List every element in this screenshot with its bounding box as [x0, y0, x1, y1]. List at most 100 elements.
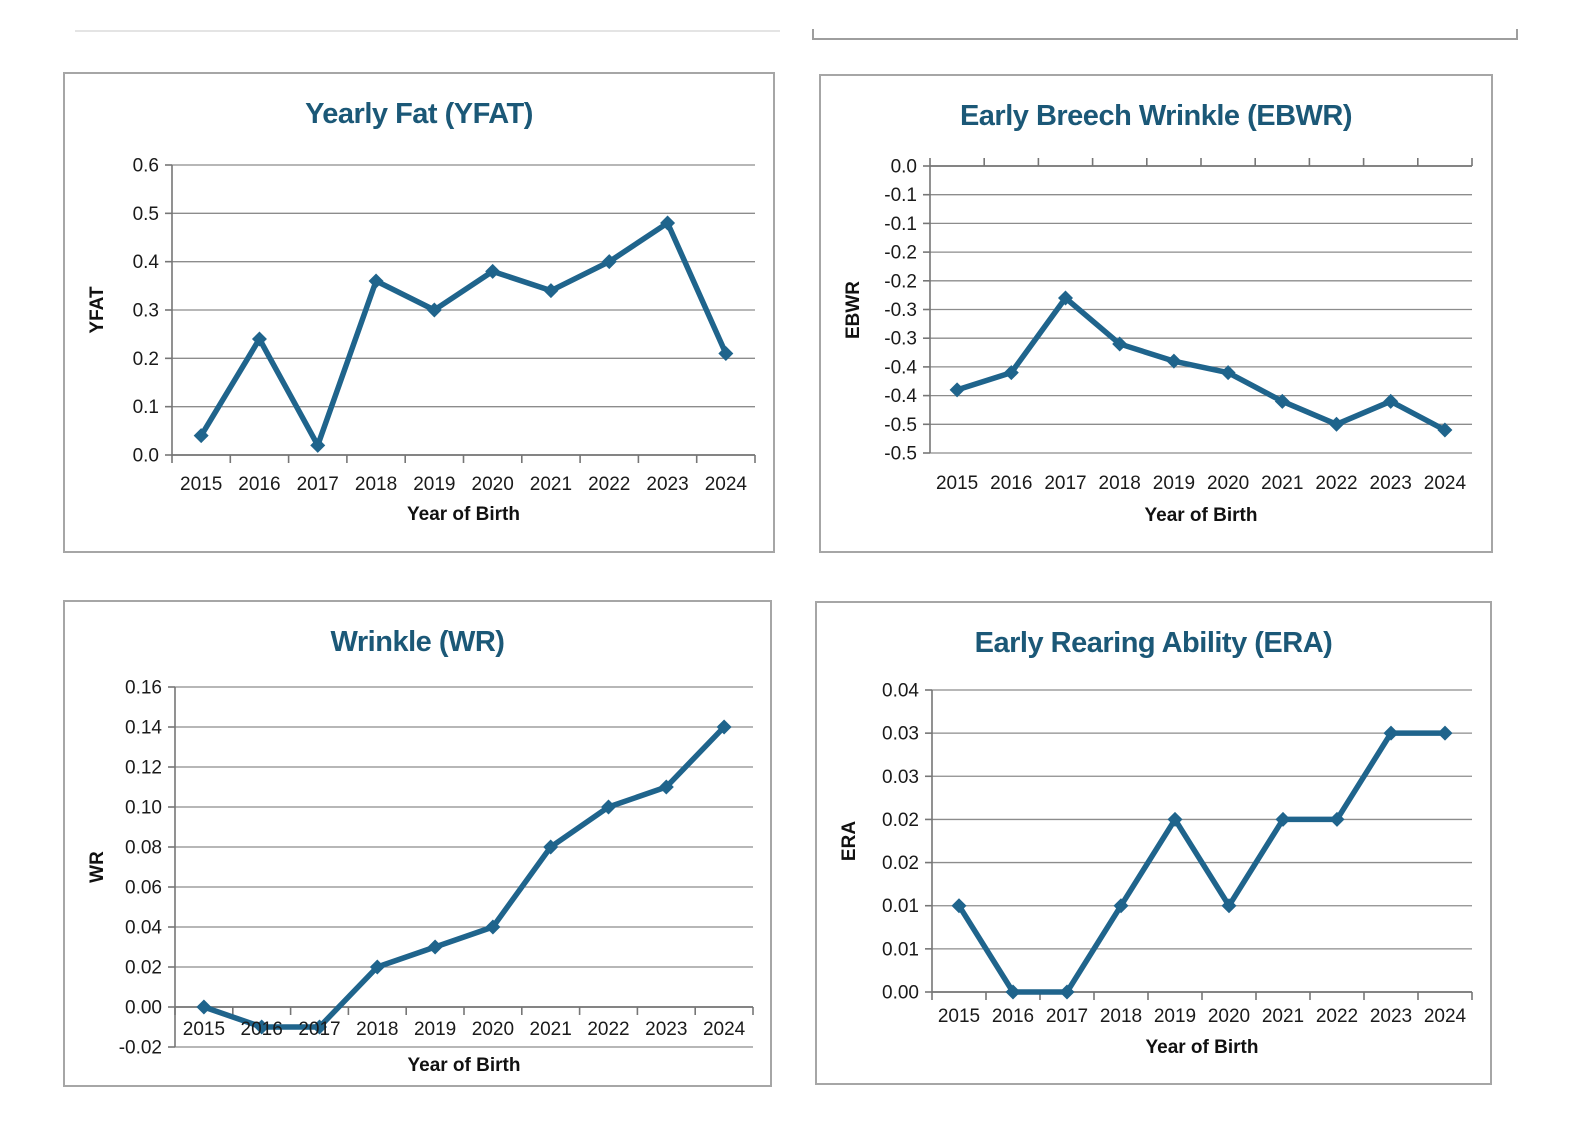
x-category-label: 2017: [1044, 473, 1086, 494]
x-category-label: 2023: [645, 1019, 687, 1040]
y-tick-label: -0.02: [119, 1038, 162, 1059]
chart-yfat: Yearly Fat (YFAT) YFAT 0.6 0.5 0.4 0.3 0.2 0.…: [63, 72, 775, 553]
data-point-marker: [427, 939, 443, 955]
data-point-marker: [951, 898, 967, 914]
x-axis-title: Year of Birth: [1145, 1037, 1259, 1058]
chart-title: Early Breech Wrinkle (EBWR): [959, 100, 1353, 132]
y-tick-label: 0.1: [133, 397, 159, 418]
data-point-marker: [1166, 353, 1182, 369]
data-point-marker: [1221, 898, 1237, 914]
y-tick-label: 0.08: [125, 838, 162, 859]
chart-ebwr: Early Breech Wrinkle (EBWR) EBWR 0.0 -0.1…: [819, 74, 1493, 553]
x-category-label: 2021: [1262, 1006, 1304, 1027]
data-point-marker: [1437, 422, 1453, 438]
x-category-label: 2015: [936, 473, 978, 494]
x-category-label: 2018: [1099, 473, 1141, 494]
x-category-label: 2020: [1208, 1006, 1250, 1027]
y-tick-label: 0.04: [882, 681, 919, 702]
y-tick-label: 0.16: [125, 678, 162, 699]
data-point-marker: [1059, 984, 1075, 1000]
x-category-label: 2024: [703, 1019, 746, 1040]
chart-title: Yearly Fat (YFAT): [305, 98, 533, 130]
y-tick-label: 0.00: [125, 998, 162, 1019]
x-category-label: 2021: [530, 1019, 572, 1040]
data-point-marker: [543, 283, 559, 299]
data-point-marker: [1329, 416, 1344, 432]
data-point-marker: [251, 331, 267, 347]
x-category-label: 2020: [1207, 473, 1249, 494]
x-category-label: 2016: [990, 473, 1032, 494]
y-tick-label: 0.04: [125, 918, 162, 939]
x-category-label: 2018: [1100, 1006, 1142, 1027]
x-category-label: 2024: [1424, 1006, 1467, 1027]
y-tick-label: 0.4: [133, 252, 160, 273]
y-tick-label: -0.1: [884, 185, 917, 206]
data-line: [203, 725, 727, 1030]
plot-area: 0.0 -0.1 -0.1 -0.2 -0.2 -0.3 -0.3 -0.4 -0.4 -0.5 -…: [884, 157, 1473, 494]
data-point-marker: [1274, 393, 1290, 409]
chart-title: Early Rearing Ability (ERA): [974, 627, 1333, 659]
x-category-label: 2020: [472, 474, 514, 495]
data-point-marker: [1003, 365, 1019, 381]
data-point-marker: [718, 346, 734, 361]
data-point-marker: [312, 1019, 327, 1035]
x-category-label: 2015: [183, 1019, 225, 1040]
data-line: [198, 220, 729, 449]
x-category-label: 2024: [1424, 473, 1467, 494]
x-category-label: 2021: [1261, 473, 1303, 494]
data-point-marker: [485, 263, 501, 279]
x-category-label: 2017: [298, 1019, 340, 1040]
x-category-label: 2022: [587, 1019, 629, 1040]
x-category-label: 2019: [414, 1019, 456, 1040]
x-category-label: 2024: [705, 474, 748, 495]
data-point-marker: [196, 999, 212, 1015]
data-point-marker: [543, 839, 559, 855]
y-tick-label: 0.03: [882, 724, 919, 745]
x-category-label: 2015: [938, 1006, 980, 1027]
data-line: [956, 295, 1447, 433]
data-point-marker: [660, 215, 676, 231]
y-tick-label: 0.12: [125, 758, 162, 779]
y-tick-label: 0.06: [125, 878, 162, 899]
top-left-cropped-box-edge: [75, 30, 780, 32]
data-point-marker: [601, 254, 617, 270]
data-point-marker: [1058, 290, 1073, 306]
data-point-marker: [254, 1019, 270, 1035]
y-tick-label: 0.10: [125, 798, 162, 819]
x-category-label: 2019: [413, 474, 455, 495]
y-tick-label: 0.6: [133, 156, 159, 177]
plot-area: 0.6 0.5 0.4 0.3 0.2 0.1 0.0 2015 2016 2017 2018 201…: [133, 156, 756, 495]
y-tick-label: 0.01: [882, 939, 919, 960]
y-tick-label: 0.2: [133, 349, 159, 370]
data-point-marker: [1275, 811, 1291, 827]
x-axis-title: Year of Birth: [407, 1055, 521, 1076]
y-tick-label: 0.3: [133, 301, 159, 322]
y-tick-label: 0.14: [125, 718, 162, 739]
x-category-label: 2018: [355, 474, 397, 495]
data-point-marker: [1220, 365, 1236, 381]
plot-area: 0.16 0.14 0.12 0.10 0.08 0.06 0.04 0.02 0.00 -0.0…: [119, 678, 754, 1059]
plot-area: 0.04 0.03 0.03 0.02 0.02 0.01 0.01 0.00 2015 2016…: [882, 681, 1473, 1027]
data-point-marker: [1437, 725, 1453, 741]
y-tick-label: 0.00: [882, 983, 919, 1004]
data-point-marker: [485, 919, 501, 935]
data-point-marker: [949, 382, 965, 398]
y-tick-label: -0.5: [884, 415, 917, 436]
x-category-label: 2016: [992, 1006, 1034, 1027]
data-point-marker: [368, 273, 384, 289]
data-point-marker: [658, 779, 674, 795]
x-category-label: 2017: [1046, 1006, 1088, 1027]
x-category-label: 2018: [356, 1019, 398, 1040]
y-tick-label: -0.2: [884, 271, 917, 292]
x-category-label: 2019: [1153, 473, 1195, 494]
y-tick-label: 0.01: [882, 896, 919, 917]
x-category-label: 2022: [1316, 1006, 1358, 1027]
y-tick-label: 0.02: [882, 810, 919, 831]
chart-title: Wrinkle (WR): [330, 626, 505, 658]
data-point-marker: [1383, 725, 1399, 741]
data-point-marker: [310, 437, 326, 453]
y-tick-label: -0.5: [884, 444, 917, 465]
data-point-marker: [369, 959, 385, 975]
y-tick-label: -0.4: [884, 386, 917, 407]
x-category-label: 2020: [472, 1019, 514, 1040]
